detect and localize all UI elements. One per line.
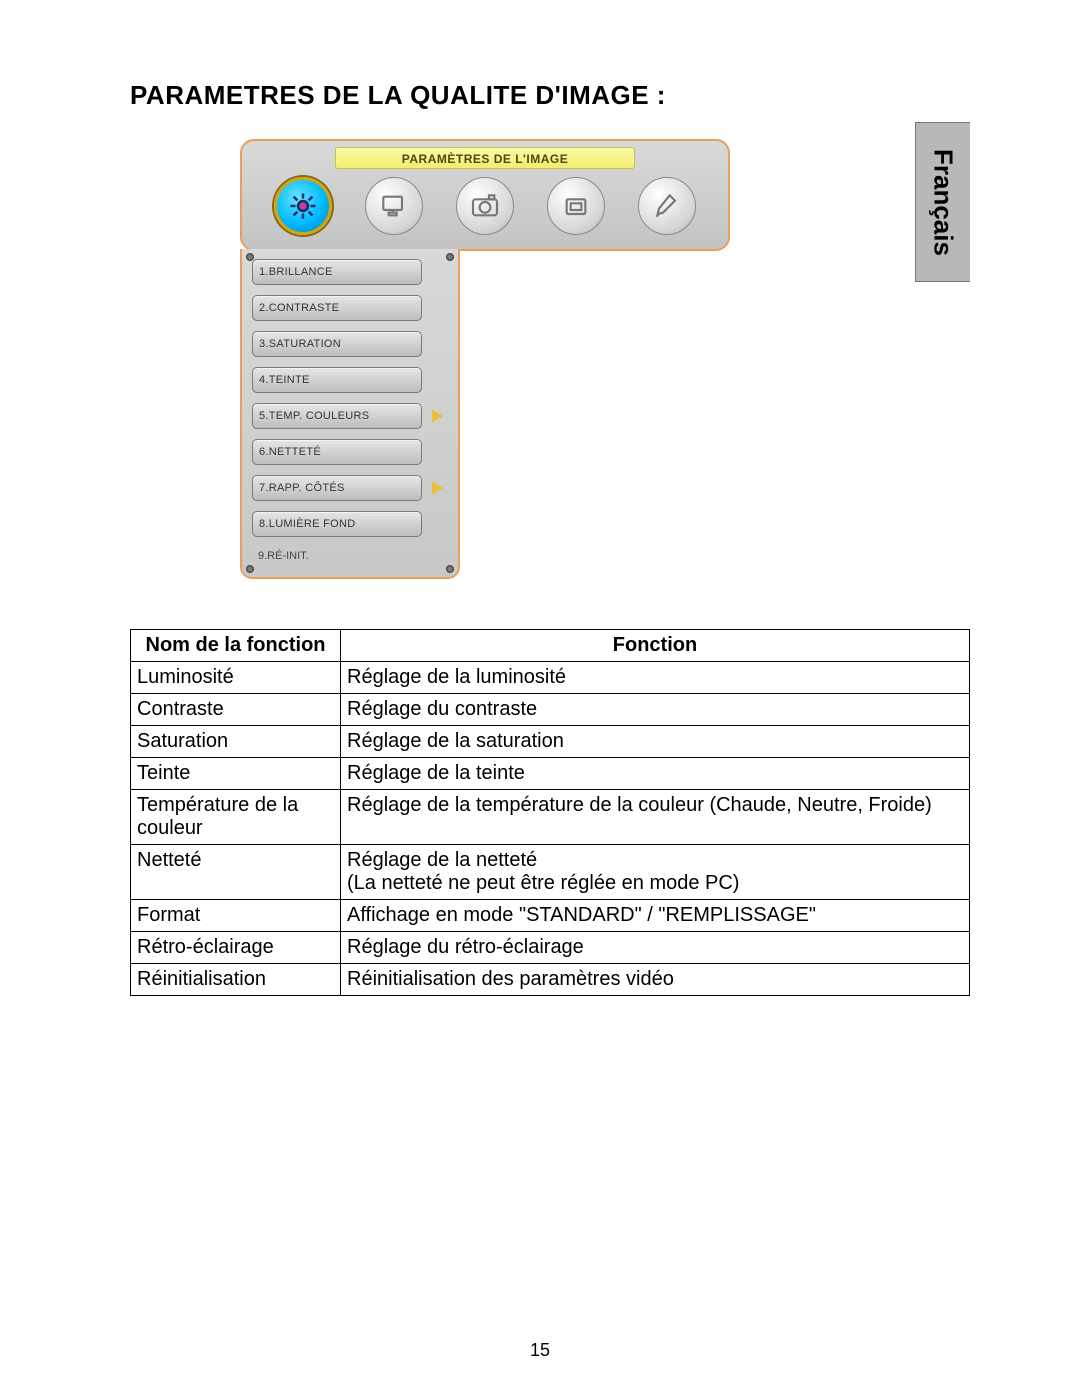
table-header-function: Fonction: [341, 630, 970, 662]
table-row: ContrasteRéglage du contraste: [131, 694, 970, 726]
table-header-name: Nom de la fonction: [131, 630, 341, 662]
menu-item-saturation[interactable]: 3.SATURATION: [252, 331, 422, 357]
submenu-arrow-icon: [432, 409, 443, 423]
table-row: Température de la couleurRéglage de la t…: [131, 790, 970, 845]
table-row: FormatAffichage en mode "STANDARD" / "RE…: [131, 900, 970, 932]
page-number: 15: [0, 1340, 1080, 1361]
table-row: SaturationRéglage de la saturation: [131, 726, 970, 758]
osd-tab-image-icon[interactable]: [274, 177, 332, 235]
menu-item-brillance[interactable]: 1.BRILLANCE: [252, 259, 422, 285]
table-row: LuminositéRéglage de la luminosité: [131, 662, 970, 694]
table-row: TeinteRéglage de la teinte: [131, 758, 970, 790]
menu-item-reinit[interactable]: 9.RÉ-INIT.: [252, 547, 309, 565]
menu-item-rapp-cotes[interactable]: 7.RAPP. CÔTÉS: [252, 475, 422, 501]
menu-item-teinte[interactable]: 4.TEINTE: [252, 367, 422, 393]
submenu-arrow-icon: [432, 481, 443, 495]
osd-tab-bar: PARAMÈTRES DE L'IMAGE: [240, 139, 730, 251]
osd-title: PARAMÈTRES DE L'IMAGE: [335, 147, 635, 169]
decor-screw: [446, 565, 454, 573]
menu-item-temp-couleurs[interactable]: 5.TEMP. COULEURS: [252, 403, 422, 429]
language-tab: Français: [915, 122, 970, 282]
osd-menu-panel: 1.BRILLANCE 2.CONTRASTE 3.SATURATION 4.T…: [240, 249, 460, 579]
osd-tab-camera-icon[interactable]: [456, 177, 514, 235]
osd-tab-tools-icon[interactable]: [638, 177, 696, 235]
table-row: RéinitialisationRéinitialisation des par…: [131, 964, 970, 996]
osd-screenshot: PARAMÈTRES DE L'IMAGE: [240, 139, 970, 579]
table-row: NettetéRéglage de la netteté (La netteté…: [131, 845, 970, 900]
table-row: Rétro-éclairageRéglage du rétro-éclairag…: [131, 932, 970, 964]
decor-screw: [246, 565, 254, 573]
menu-item-nettete[interactable]: 6.NETTETÉ: [252, 439, 422, 465]
page-heading: PARAMETRES DE LA QUALITE D'IMAGE :: [130, 80, 970, 111]
language-label: Français: [928, 149, 959, 256]
menu-item-contraste[interactable]: 2.CONTRASTE: [252, 295, 422, 321]
function-table: Nom de la fonction Fonction LuminositéRé…: [130, 629, 970, 996]
osd-tab-box-icon[interactable]: [547, 177, 605, 235]
menu-item-lumiere-fond[interactable]: 8.LUMIÈRE FOND: [252, 511, 422, 537]
osd-tab-pc-icon[interactable]: [365, 177, 423, 235]
